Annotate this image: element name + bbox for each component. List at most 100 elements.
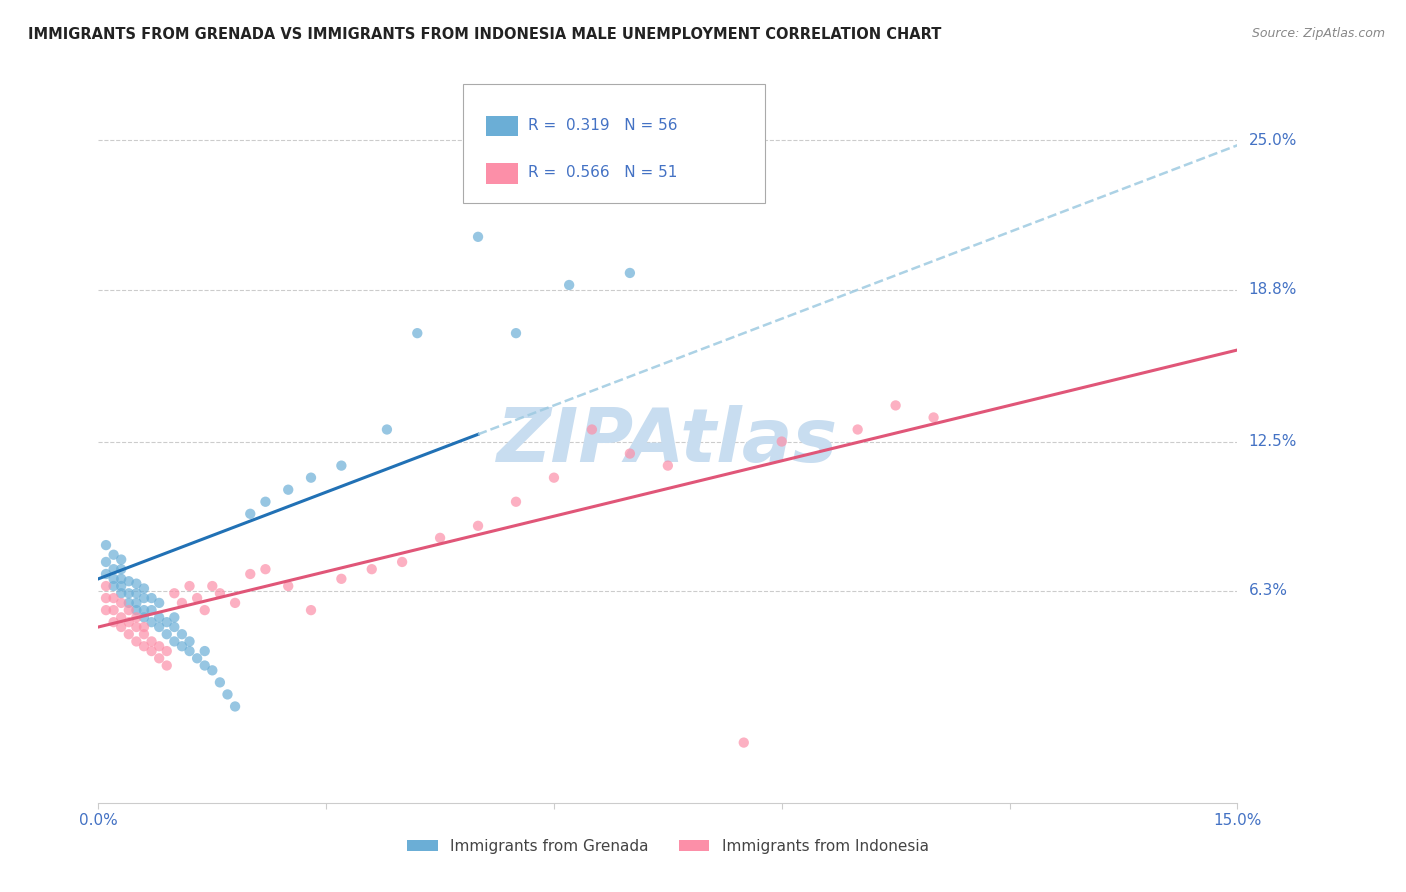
Point <box>94 538 117 552</box>
Point <box>581 423 603 437</box>
Point <box>125 620 148 634</box>
Point <box>239 567 262 582</box>
Point <box>110 572 132 586</box>
Point <box>118 586 141 600</box>
Point <box>657 458 679 473</box>
Point <box>103 562 125 576</box>
Point <box>330 572 353 586</box>
Point <box>391 555 413 569</box>
Point <box>132 591 155 606</box>
Point <box>125 603 148 617</box>
Point <box>125 586 148 600</box>
Text: 6.3%: 6.3% <box>1249 583 1288 599</box>
Point <box>118 603 141 617</box>
Point <box>299 603 322 617</box>
Point <box>103 548 125 562</box>
Point <box>619 447 641 461</box>
Point <box>467 519 489 533</box>
Point <box>770 434 793 449</box>
Point <box>132 582 155 596</box>
Point <box>103 579 125 593</box>
Point <box>179 634 201 648</box>
Point <box>194 644 217 658</box>
Point <box>156 658 179 673</box>
Point <box>94 567 117 582</box>
Point <box>208 675 231 690</box>
Point <box>194 658 217 673</box>
Point <box>846 423 869 437</box>
Point <box>467 230 489 244</box>
Point <box>132 610 155 624</box>
Point <box>186 591 208 606</box>
Point <box>505 494 527 508</box>
Point <box>156 627 179 641</box>
Point <box>254 562 277 576</box>
Point <box>125 596 148 610</box>
Point <box>179 579 201 593</box>
Point <box>132 620 155 634</box>
Point <box>125 576 148 591</box>
Point <box>156 644 179 658</box>
Point <box>429 531 451 545</box>
Text: R =  0.319   N = 56: R = 0.319 N = 56 <box>527 118 678 133</box>
Point <box>148 651 170 665</box>
Point <box>110 562 132 576</box>
Point <box>110 620 132 634</box>
Point <box>103 615 125 630</box>
Text: Source: ZipAtlas.com: Source: ZipAtlas.com <box>1251 27 1385 40</box>
Point <box>330 458 353 473</box>
Point <box>239 507 262 521</box>
Point <box>406 326 429 341</box>
Point <box>148 596 170 610</box>
Point <box>186 651 208 665</box>
Point <box>277 483 299 497</box>
Text: R =  0.566   N = 51: R = 0.566 N = 51 <box>527 165 678 180</box>
Point <box>543 471 565 485</box>
Point <box>110 586 132 600</box>
Point <box>163 586 186 600</box>
Point <box>110 579 132 593</box>
Point <box>118 596 141 610</box>
Point <box>170 639 193 653</box>
Text: 25.0%: 25.0% <box>1249 133 1296 148</box>
Bar <box>485 116 517 136</box>
Point <box>217 687 239 701</box>
Point <box>118 627 141 641</box>
Point <box>94 591 117 606</box>
Text: 18.8%: 18.8% <box>1249 282 1296 297</box>
Bar <box>485 163 517 184</box>
Point <box>110 610 132 624</box>
Point <box>118 574 141 589</box>
Point <box>375 423 398 437</box>
Text: 12.5%: 12.5% <box>1249 434 1296 449</box>
Point <box>505 326 527 341</box>
Legend: Immigrants from Grenada, Immigrants from Indonesia: Immigrants from Grenada, Immigrants from… <box>401 833 935 860</box>
Point <box>141 591 163 606</box>
Point <box>94 579 117 593</box>
Point <box>224 699 246 714</box>
Point <box>884 398 907 412</box>
Point <box>254 494 277 508</box>
FancyBboxPatch shape <box>463 84 765 203</box>
Point <box>132 603 155 617</box>
Point <box>156 615 179 630</box>
Point <box>94 555 117 569</box>
Point <box>299 471 322 485</box>
Point <box>141 634 163 648</box>
Text: ZIPAtlas: ZIPAtlas <box>498 405 838 478</box>
Point <box>118 615 141 630</box>
Point <box>132 639 155 653</box>
Point <box>103 572 125 586</box>
Point <box>103 591 125 606</box>
Point <box>141 615 163 630</box>
Point <box>922 410 945 425</box>
Point <box>141 603 163 617</box>
Point <box>619 266 641 280</box>
Point <box>163 634 186 648</box>
Point <box>148 620 170 634</box>
Point <box>163 610 186 624</box>
Point <box>733 735 755 749</box>
Point <box>179 644 201 658</box>
Point <box>194 603 217 617</box>
Point <box>148 639 170 653</box>
